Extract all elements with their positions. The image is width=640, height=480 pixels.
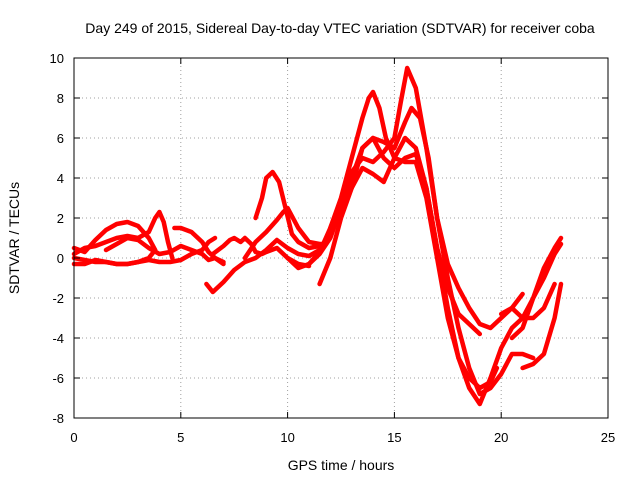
x-tick-label: 20 bbox=[494, 430, 508, 445]
plot-frame bbox=[73, 57, 609, 419]
y-tick-label: 6 bbox=[57, 131, 64, 146]
y-tick-label: 0 bbox=[57, 251, 64, 266]
series-line-trace-n bbox=[349, 135, 483, 337]
y-tick-label: -6 bbox=[52, 371, 64, 386]
y-tick-labels: -8 -6 -4 -2 0 2 4 6 8 10 bbox=[50, 51, 64, 426]
series-line-trace-h bbox=[253, 169, 322, 251]
y-tick-label: 4 bbox=[57, 171, 64, 186]
series-line-trace-i bbox=[242, 205, 329, 261]
x-tick-label: 5 bbox=[177, 430, 184, 445]
y-tick-label: -2 bbox=[52, 291, 64, 306]
series-line-trace-o bbox=[509, 235, 564, 341]
series-line-trace-q bbox=[498, 241, 564, 321]
y-tick-label: -8 bbox=[52, 411, 64, 426]
x-tick-labels: 0 5 10 15 20 25 bbox=[70, 430, 615, 445]
x-tick-label: 25 bbox=[601, 430, 615, 445]
x-tick-label: 15 bbox=[387, 430, 401, 445]
series-line-trace-e bbox=[172, 225, 226, 267]
series-line-trace-m bbox=[328, 89, 500, 391]
y-tick-label: 2 bbox=[57, 211, 64, 226]
series-line-trace-d bbox=[103, 235, 226, 265]
y-tick-label: -4 bbox=[52, 331, 64, 346]
grid-lines bbox=[74, 58, 608, 418]
chart-title: Day 249 of 2015, Sidereal Day-to-day VTE… bbox=[85, 20, 595, 36]
series-line-trace-j bbox=[285, 105, 525, 331]
series-group bbox=[71, 65, 564, 407]
series-line-trace-k bbox=[306, 65, 536, 397]
x-axis-label: GPS time / hours bbox=[288, 457, 395, 473]
y-tick-label: 10 bbox=[50, 51, 64, 66]
y-tick-label: 8 bbox=[57, 91, 64, 106]
y-axis-label: SDTVAR / TECUs bbox=[6, 182, 22, 294]
series-line-trace-p bbox=[520, 281, 564, 371]
axis-ticks bbox=[73, 57, 609, 419]
x-tick-label: 0 bbox=[70, 430, 77, 445]
x-tick-label: 10 bbox=[280, 430, 294, 445]
